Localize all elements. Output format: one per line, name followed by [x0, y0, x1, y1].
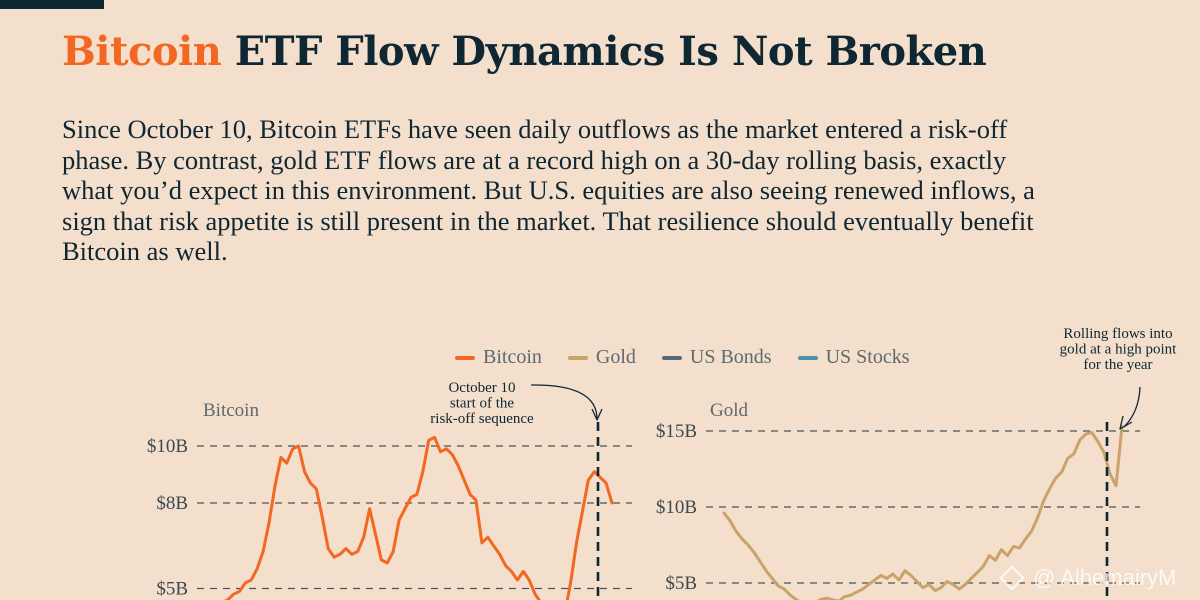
- watermark: @ AlhemairyM: [999, 565, 1177, 591]
- bitcoin-annotation-line-1: start of the: [450, 396, 514, 412]
- legend-label-bitcoin: Bitcoin: [483, 346, 542, 368]
- gold-tick-label-1: $10B: [656, 497, 697, 518]
- legend-label-us-bonds: US Bonds: [689, 346, 772, 368]
- intro-paragraph: Since October 10, Bitcoin ETFs have seen…: [62, 114, 1035, 266]
- legend-swatch-bitcoin: [455, 355, 475, 360]
- gold-annotation-line-1: gold at a high point: [1060, 342, 1177, 358]
- bitcoin-annotation-line-2: risk-off sequence: [430, 411, 534, 427]
- gold-annotation-line-2: for the year: [1083, 357, 1152, 373]
- gold-tick-label-0: $15B: [656, 421, 697, 442]
- corner-tab: [0, 0, 104, 9]
- gold-tick-label-2: $5B: [665, 573, 697, 594]
- bitcoin-annotation-line-0: October 10: [448, 380, 515, 396]
- title-rest: ETF Flow Dynamics Is Not Broken: [221, 28, 987, 75]
- legend-swatch-gold: [567, 355, 588, 360]
- legend-item-us-bonds: US Bonds: [661, 346, 772, 369]
- bitcoin-annotation-arrowhead: [591, 408, 603, 421]
- bitcoin-tick-label-0: $10B: [147, 436, 188, 457]
- watermark-logo-icon: [999, 565, 1025, 591]
- legend-label-us-stocks: US Stocks: [825, 346, 910, 368]
- gold-series-line: [722, 424, 1124, 600]
- legend-item-us-stocks: US Stocks: [797, 346, 910, 369]
- bitcoin-tick-label-2: $5B: [156, 579, 188, 600]
- legend-label-gold: Gold: [595, 346, 636, 368]
- gold-chart-title: Gold: [710, 400, 749, 421]
- legend-swatch-us-stocks: [797, 355, 818, 360]
- legend-item-gold: Gold: [567, 346, 636, 369]
- gold-annotation-arrowhead: [1119, 415, 1133, 430]
- bitcoin-chart-title: Bitcoin: [203, 400, 259, 421]
- gold-annotation-arrow: [1123, 386, 1141, 428]
- bitcoin-tick-label-1: $8B: [156, 493, 188, 514]
- bitcoin-series-line: [224, 435, 614, 600]
- watermark-text: @ AlhemairyM: [1033, 565, 1177, 590]
- bitcoin-annotation-arrow: [530, 384, 598, 419]
- chart-legend: Bitcoin Gold US Bonds US Stocks: [455, 346, 910, 369]
- legend-item-bitcoin: Bitcoin: [455, 346, 542, 369]
- title-accent: Bitcoin: [62, 28, 222, 75]
- gold-annotation-line-0: Rolling flows into: [1063, 326, 1172, 342]
- page-title: Bitcoin ETF Flow Dynamics Is Not Broken: [62, 28, 987, 75]
- legend-swatch-us-bonds: [661, 355, 682, 360]
